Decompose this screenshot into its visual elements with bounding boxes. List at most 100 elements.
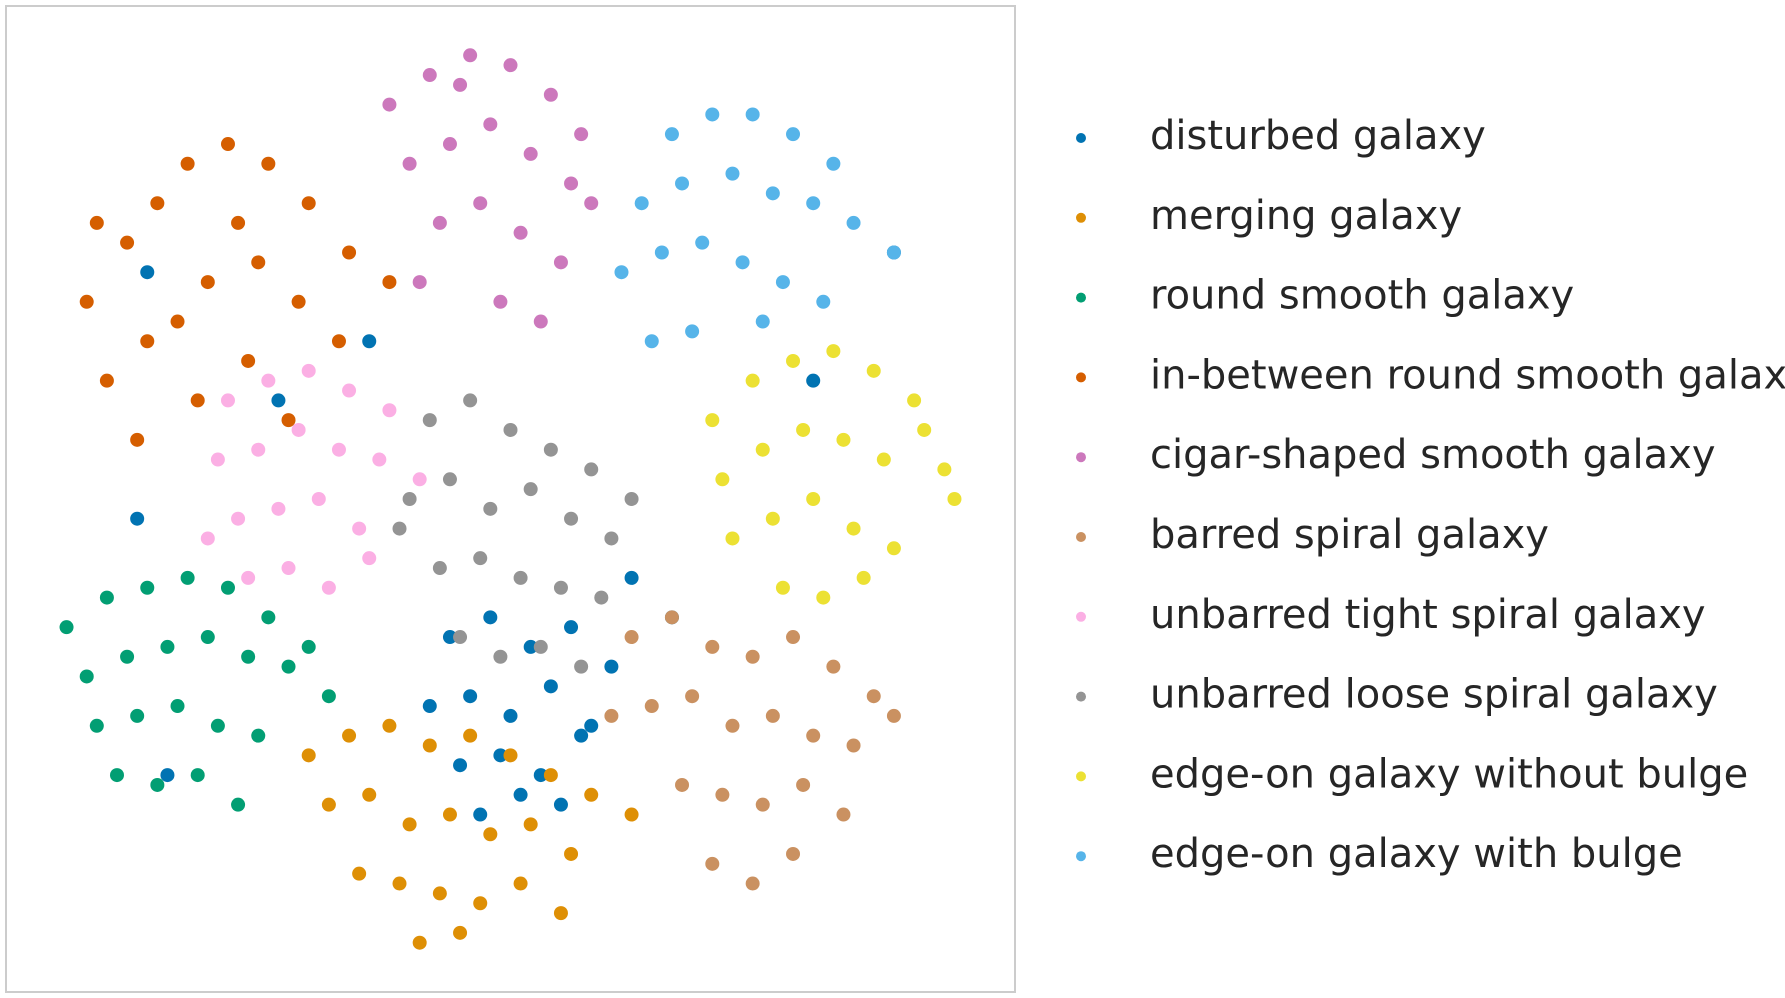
scatter-point (584, 718, 599, 733)
scatter-point (412, 935, 427, 950)
scatter-point (644, 334, 659, 349)
scatter-point (261, 373, 276, 388)
scatter-point (291, 422, 306, 437)
scatter-point (675, 777, 690, 792)
scatter-point (251, 728, 266, 743)
scatter-point (786, 353, 801, 368)
scatter-point (432, 215, 447, 230)
scatter-point (644, 699, 659, 714)
scatter-point (89, 718, 104, 733)
scatter-point (715, 787, 730, 802)
scatter-point (402, 817, 417, 832)
legend-label: round smooth galaxy (1150, 273, 1574, 319)
scatter-point (180, 570, 195, 585)
legend-marker (1076, 611, 1086, 622)
scatter-point (402, 156, 417, 171)
scatter-point (422, 738, 437, 753)
legend-marker (1076, 532, 1086, 542)
scatter-point (140, 334, 155, 349)
scatter-point (907, 393, 922, 408)
scatter-point (806, 196, 821, 211)
scatter-point (241, 570, 256, 585)
scatter-point (79, 669, 94, 684)
scatter-point (725, 531, 740, 546)
scatter-point (89, 215, 104, 230)
scatter-point (99, 373, 114, 388)
scatter-point (220, 580, 235, 595)
scatter-point (220, 137, 235, 152)
scatter-point (826, 344, 841, 359)
scatter-point (705, 856, 720, 871)
scatter-point (362, 787, 377, 802)
scatter-point (523, 146, 538, 161)
scatter-point (654, 245, 669, 260)
scatter-point (503, 748, 518, 763)
scatter-point (584, 462, 599, 477)
scatter-point (503, 422, 518, 437)
scatter-point (816, 294, 831, 309)
legend-label: in-between round smooth galaxy (1150, 352, 1785, 398)
scatter-point (422, 68, 437, 83)
legend-marker (1076, 851, 1086, 862)
scatter-point (543, 442, 558, 457)
scatter-point (564, 620, 579, 635)
scatter-point (392, 876, 407, 891)
scatter-point (331, 442, 346, 457)
scatter-point (372, 452, 387, 467)
scatter-point (705, 413, 720, 428)
scatter-point (523, 817, 538, 832)
scatter-point (806, 728, 821, 743)
scatter-point (231, 511, 246, 526)
scatter-point (735, 255, 750, 270)
scatter-point (442, 472, 457, 487)
legend-label: barred spiral galaxy (1150, 512, 1549, 558)
scatter-point (705, 107, 720, 122)
scatter-point (715, 472, 730, 487)
scatter-point (513, 787, 528, 802)
scatter-point (796, 777, 811, 792)
scatter-point (463, 48, 478, 63)
scatter-point (553, 255, 568, 270)
scatter-point (947, 492, 962, 506)
scatter-point (281, 659, 296, 674)
scatter-point (352, 866, 367, 881)
scatter-point (937, 462, 952, 477)
scatter-point (251, 442, 266, 457)
legend-label: cigar-shaped smooth galaxy (1150, 432, 1716, 478)
legend-label: merging galaxy (1150, 193, 1462, 239)
legend-marker (1076, 452, 1086, 463)
scatter-point (402, 492, 417, 506)
scatter-point (453, 758, 468, 773)
scatter-point (200, 531, 215, 546)
scatter-point (210, 718, 225, 733)
scatter-point (463, 689, 478, 704)
scatter-point (533, 639, 548, 654)
scatter-point (231, 215, 246, 230)
scatter-point (382, 403, 397, 418)
scatter-point (866, 689, 881, 704)
scatter-point (513, 225, 528, 240)
scatter-point (140, 265, 155, 280)
scatter-point (412, 472, 427, 487)
scatter-point (79, 294, 94, 309)
scatter-point (564, 176, 579, 191)
scatter-point (261, 156, 276, 171)
scatter-point (170, 699, 185, 714)
scatter-point (352, 521, 367, 536)
scatter-point (816, 590, 831, 605)
scatter-point (765, 186, 780, 201)
scatter-point (806, 373, 821, 388)
scatter-point (99, 590, 114, 605)
scatter-point (200, 630, 215, 645)
scatter-point (826, 156, 841, 171)
scatter-point (564, 846, 579, 861)
scatter-point (533, 768, 548, 783)
scatter-point (210, 452, 225, 467)
scatter-point (543, 679, 558, 694)
scatter-point (755, 314, 770, 329)
scatter-point (59, 620, 74, 635)
scatter-point (553, 797, 568, 812)
scatter-point (483, 501, 498, 516)
scatter-point (231, 797, 246, 812)
scatter-point (503, 708, 518, 723)
